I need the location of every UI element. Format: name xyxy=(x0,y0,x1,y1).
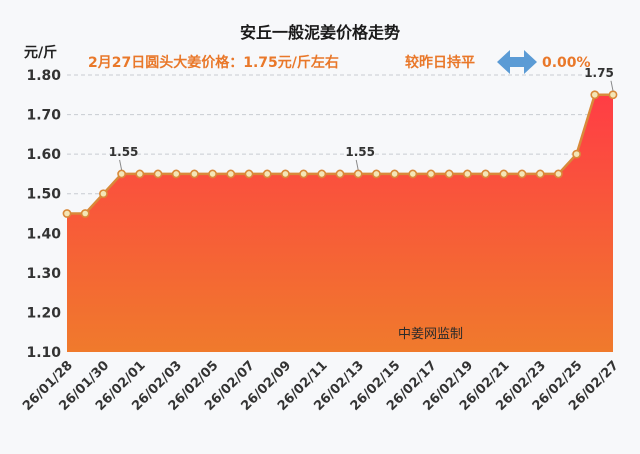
data-point xyxy=(153,169,163,179)
y-tick-label: 1.30 xyxy=(26,266,61,282)
data-points xyxy=(62,90,618,218)
data-point xyxy=(135,169,145,179)
data-point xyxy=(444,169,454,179)
y-tick-label: 1.60 xyxy=(26,147,61,163)
y-tick-label: 1.10 xyxy=(26,345,61,361)
data-labels: 1.55 1.55 1.75 xyxy=(109,66,614,171)
data-point xyxy=(189,169,199,179)
data-point xyxy=(262,169,272,179)
y-tick-label: 1.80 xyxy=(26,68,61,84)
data-point xyxy=(535,169,545,179)
y-axis-unit: 元/斤 xyxy=(24,44,57,61)
data-point xyxy=(572,149,581,159)
data-point xyxy=(462,169,472,179)
data-label: 1.75 xyxy=(584,66,614,80)
data-label-leader xyxy=(119,159,123,171)
data-point xyxy=(499,169,509,179)
data-point xyxy=(62,209,72,218)
data-point xyxy=(390,169,399,179)
y-tick-label: 1.20 xyxy=(26,305,61,321)
data-point xyxy=(426,169,436,179)
data-label: 1.55 xyxy=(109,145,139,159)
data-label-leader xyxy=(610,80,614,91)
data-point xyxy=(299,169,308,179)
y-tick-label: 1.50 xyxy=(26,187,61,203)
data-point xyxy=(371,169,381,179)
data-label-leader xyxy=(355,159,359,171)
data-point xyxy=(208,169,217,179)
data-point xyxy=(517,169,527,179)
data-point xyxy=(317,169,327,179)
watermark-text: 中姜网监制 xyxy=(398,327,463,342)
y-tick-label: 1.70 xyxy=(26,108,61,124)
y-axis-ticks: 1.10 1.20 1.30 1.40 1.50 1.60 1.70 1.80 xyxy=(26,68,61,361)
data-point xyxy=(353,169,363,179)
data-point xyxy=(171,169,181,179)
data-point xyxy=(590,90,600,100)
data-point xyxy=(335,169,345,179)
data-point xyxy=(608,90,618,100)
subtitle-change-value: 0.00% xyxy=(542,55,591,71)
data-point xyxy=(280,169,290,179)
subtitle-change-label: 较昨日持平 xyxy=(405,54,475,71)
y-tick-label: 1.40 xyxy=(26,226,61,242)
data-point xyxy=(408,169,418,179)
data-point xyxy=(226,169,236,179)
data-point xyxy=(99,189,108,199)
x-axis-ticks: 26/01/2826/01/3026/02/0126/02/0326/02/05… xyxy=(20,358,622,414)
data-label: 1.55 xyxy=(345,145,375,159)
chart-title: 安丘一般泥姜价格走势 xyxy=(240,23,400,42)
data-point xyxy=(481,169,490,179)
data-point xyxy=(80,209,90,218)
double-arrow-icon xyxy=(497,50,537,74)
data-point xyxy=(554,169,563,179)
subtitle-price: 2月27日圆头大姜价格：1.75元/斤左右 xyxy=(88,54,339,71)
data-point xyxy=(117,169,126,179)
price-area xyxy=(67,94,613,352)
data-point xyxy=(244,169,254,179)
